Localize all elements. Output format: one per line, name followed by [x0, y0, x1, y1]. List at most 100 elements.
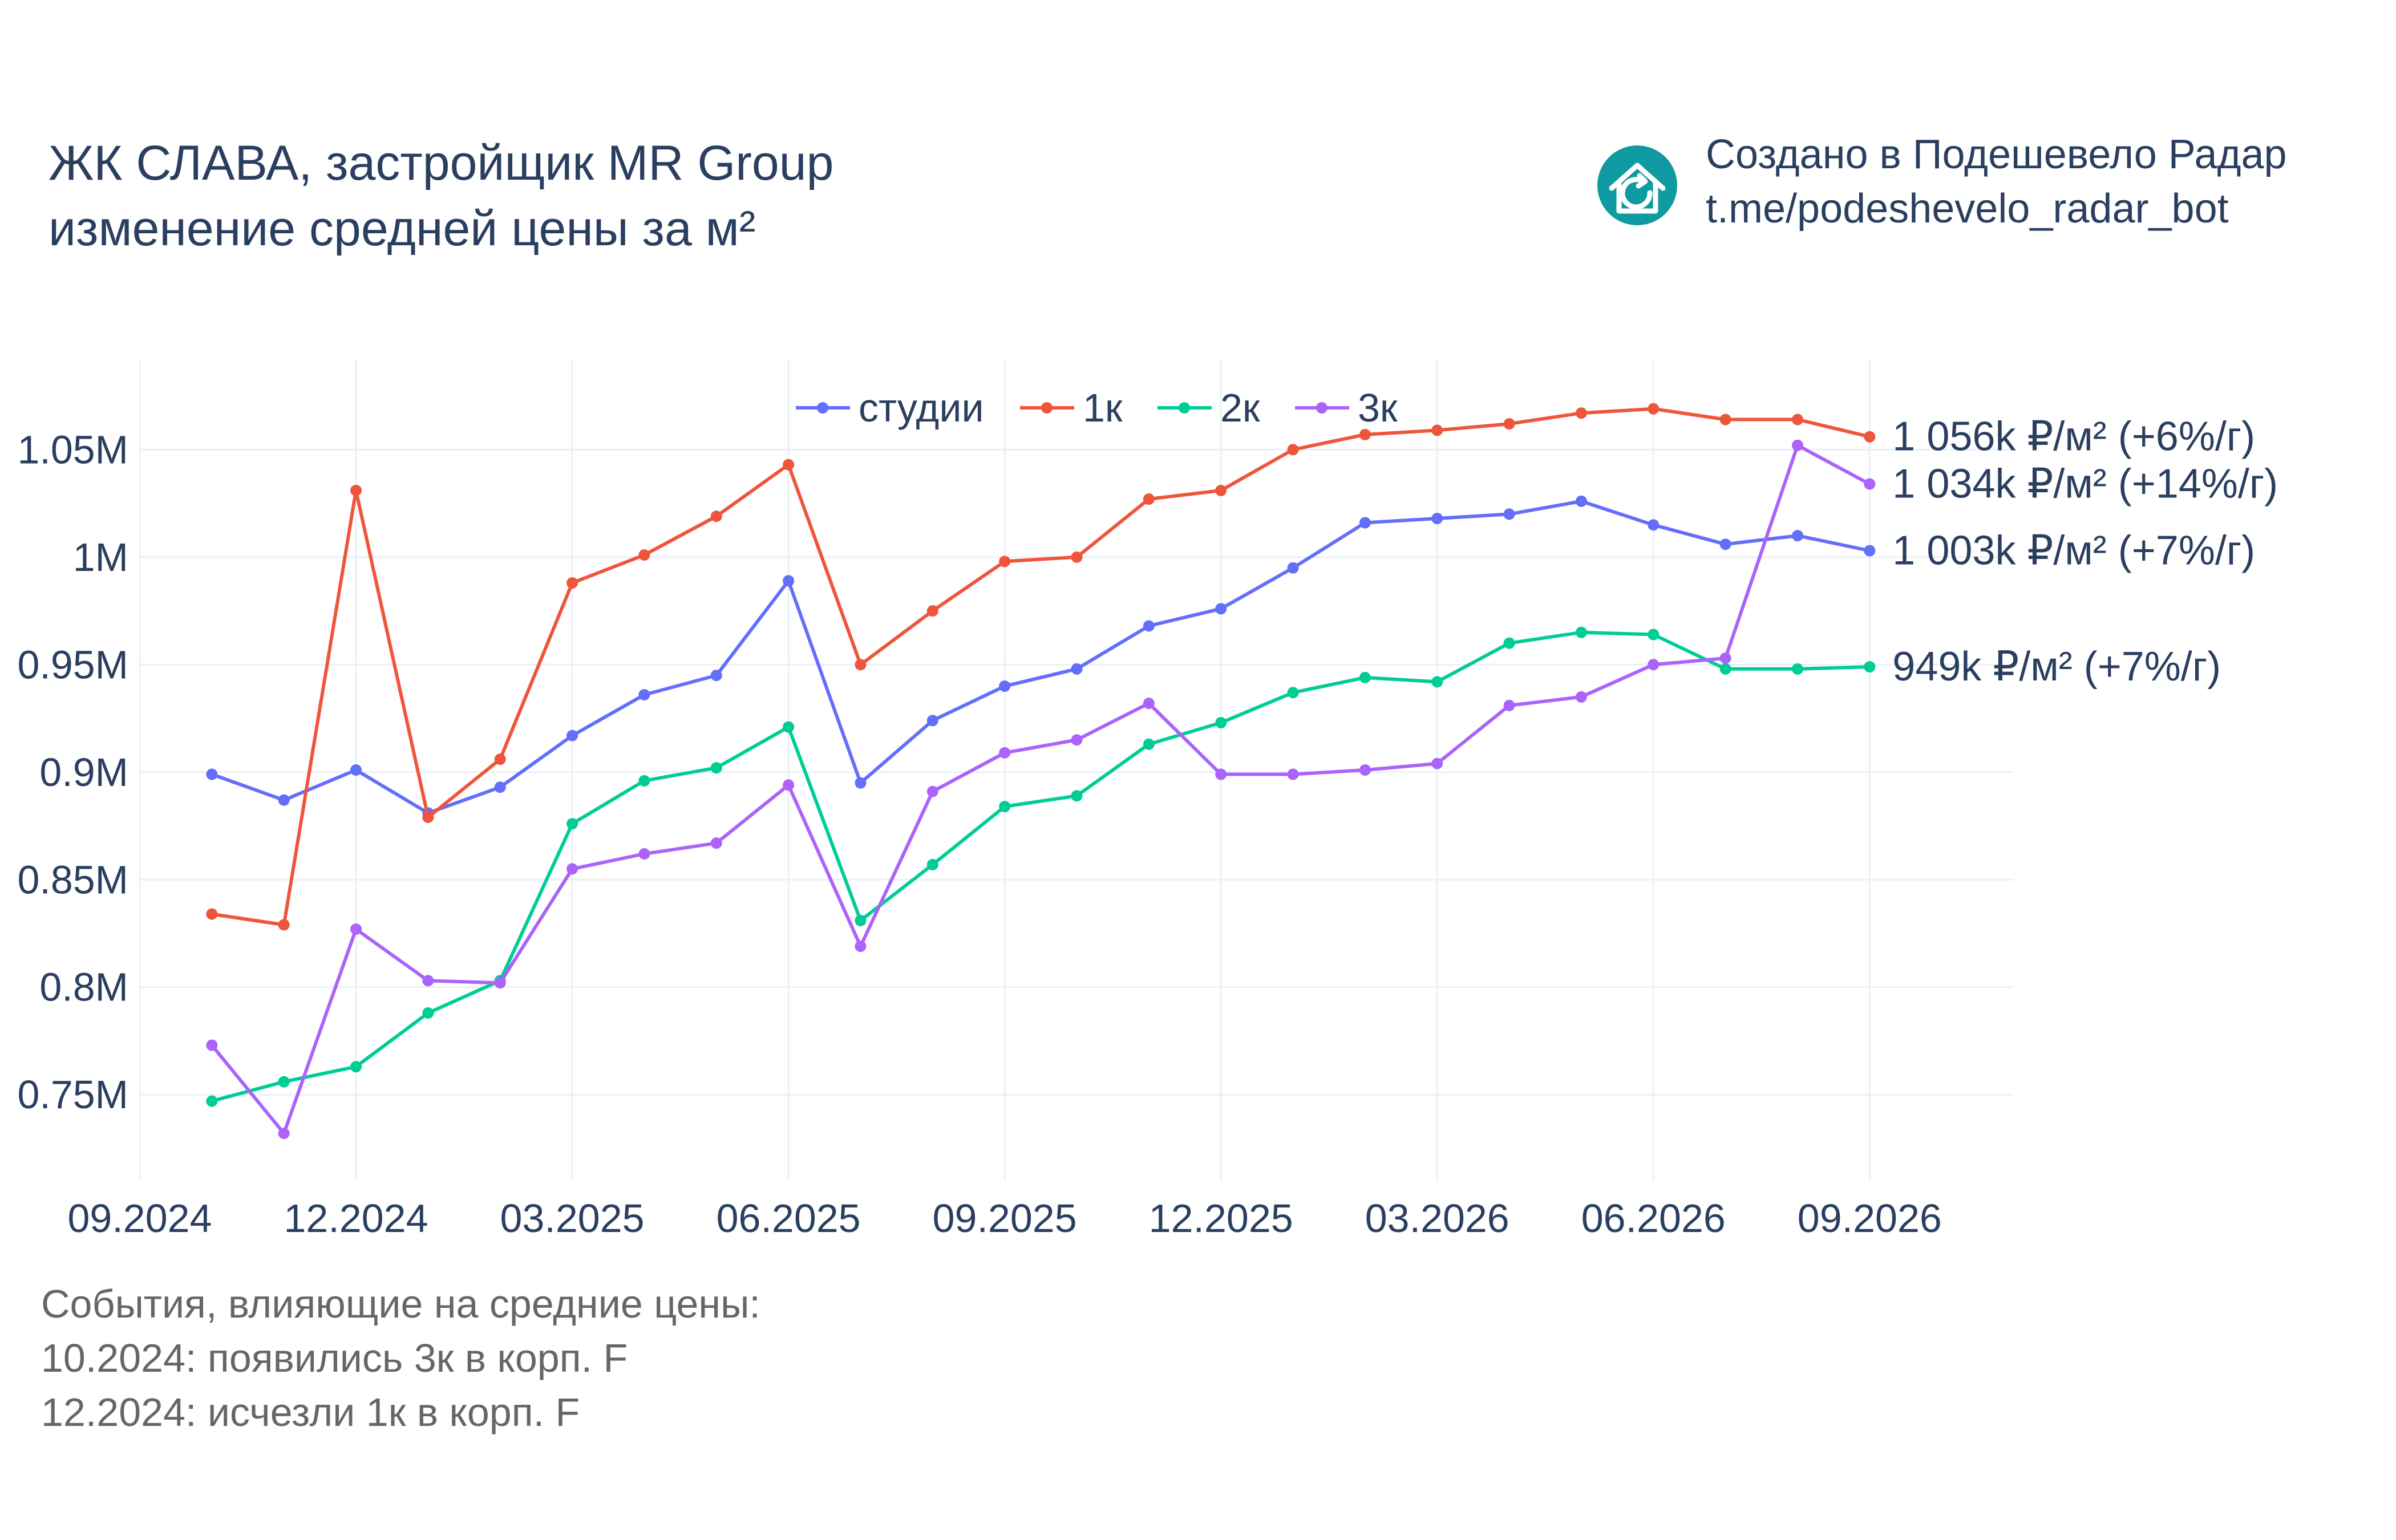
data-point[interactable] [1215, 603, 1227, 615]
data-point[interactable] [1648, 629, 1660, 641]
data-point[interactable] [1215, 768, 1227, 780]
data-point[interactable] [422, 1007, 434, 1019]
data-point[interactable] [926, 715, 938, 727]
data-point[interactable] [1864, 661, 1876, 673]
data-point[interactable] [783, 779, 795, 791]
data-point[interactable] [1719, 414, 1731, 425]
legend-item[interactable]: студии [796, 386, 984, 430]
data-point[interactable] [638, 689, 650, 701]
data-point[interactable] [1864, 478, 1876, 490]
data-point[interactable] [1719, 538, 1731, 550]
data-point[interactable] [566, 577, 578, 589]
data-point[interactable] [494, 753, 506, 765]
data-point[interactable] [278, 1128, 290, 1140]
data-point[interactable] [1648, 403, 1660, 415]
data-point[interactable] [350, 764, 362, 776]
data-point[interactable] [1287, 687, 1299, 699]
data-point[interactable] [926, 605, 938, 617]
data-point[interactable] [710, 762, 722, 774]
end-value-label: 1 003k ₽/м² (+7%/г) [1892, 528, 2255, 573]
data-point[interactable] [855, 941, 867, 953]
data-point[interactable] [1287, 444, 1299, 456]
credit-line-2[interactable]: t.me/podeshevelo_radar_bot [1706, 186, 2229, 232]
data-point[interactable] [1503, 418, 1515, 430]
data-point[interactable] [1431, 757, 1443, 769]
data-point[interactable] [999, 801, 1011, 813]
data-point[interactable] [1503, 508, 1515, 520]
data-point[interactable] [1071, 790, 1083, 802]
data-point[interactable] [1575, 407, 1587, 419]
data-point[interactable] [1215, 484, 1227, 496]
data-point[interactable] [1791, 439, 1803, 451]
data-point[interactable] [422, 811, 434, 823]
data-point[interactable] [1864, 545, 1876, 557]
data-point[interactable] [1648, 659, 1660, 671]
data-point[interactable] [999, 556, 1011, 568]
data-point[interactable] [638, 848, 650, 860]
data-point[interactable] [1071, 734, 1083, 746]
data-point[interactable] [638, 549, 650, 561]
data-point[interactable] [1287, 768, 1299, 780]
data-point[interactable] [855, 659, 867, 671]
data-point[interactable] [566, 863, 578, 875]
data-point[interactable] [566, 730, 578, 741]
data-point[interactable] [1864, 431, 1876, 443]
data-point[interactable] [1791, 414, 1803, 425]
data-point[interactable] [350, 1061, 362, 1073]
data-point[interactable] [1359, 428, 1371, 440]
data-point[interactable] [494, 977, 506, 989]
data-point[interactable] [206, 768, 218, 780]
data-point[interactable] [206, 908, 218, 920]
data-point[interactable] [1071, 663, 1083, 675]
data-point[interactable] [350, 923, 362, 935]
data-point[interactable] [1431, 512, 1443, 524]
data-point[interactable] [1719, 663, 1731, 675]
data-point[interactable] [278, 919, 290, 931]
data-point[interactable] [1503, 637, 1515, 649]
legend-item[interactable]: 1к [1020, 386, 1123, 430]
data-point[interactable] [1287, 562, 1299, 574]
data-point[interactable] [1143, 738, 1155, 750]
data-point[interactable] [999, 747, 1011, 759]
data-point[interactable] [206, 1039, 218, 1051]
legend-item[interactable]: 3к [1295, 386, 1398, 430]
data-point[interactable] [783, 459, 795, 471]
data-point[interactable] [1071, 551, 1083, 563]
data-point[interactable] [1648, 519, 1660, 531]
data-point[interactable] [1359, 764, 1371, 776]
data-point[interactable] [855, 914, 867, 926]
data-point[interactable] [1143, 493, 1155, 505]
data-point[interactable] [855, 777, 867, 789]
data-point[interactable] [1431, 424, 1443, 436]
data-point[interactable] [422, 975, 434, 987]
data-point[interactable] [1359, 517, 1371, 529]
data-point[interactable] [1791, 663, 1803, 675]
data-point[interactable] [710, 837, 722, 849]
data-point[interactable] [1719, 652, 1731, 664]
data-point[interactable] [710, 670, 722, 682]
data-point[interactable] [926, 858, 938, 870]
data-point[interactable] [566, 818, 578, 830]
data-point[interactable] [783, 721, 795, 733]
data-point[interactable] [1143, 620, 1155, 632]
data-point[interactable] [1575, 495, 1587, 507]
data-point[interactable] [1575, 691, 1587, 703]
data-point[interactable] [278, 1076, 290, 1088]
data-point[interactable] [783, 575, 795, 587]
data-point[interactable] [710, 510, 722, 522]
data-point[interactable] [638, 775, 650, 787]
data-point[interactable] [494, 781, 506, 793]
data-point[interactable] [1143, 698, 1155, 710]
data-point[interactable] [206, 1095, 218, 1107]
data-point[interactable] [278, 794, 290, 806]
data-point[interactable] [350, 484, 362, 496]
data-point[interactable] [999, 680, 1011, 692]
data-point[interactable] [926, 785, 938, 797]
data-point[interactable] [1359, 671, 1371, 683]
data-point[interactable] [1575, 626, 1587, 638]
data-point[interactable] [1503, 699, 1515, 711]
data-point[interactable] [1215, 717, 1227, 729]
data-point[interactable] [1431, 676, 1443, 688]
legend-item[interactable]: 2к [1157, 386, 1260, 430]
data-point[interactable] [1791, 530, 1803, 542]
